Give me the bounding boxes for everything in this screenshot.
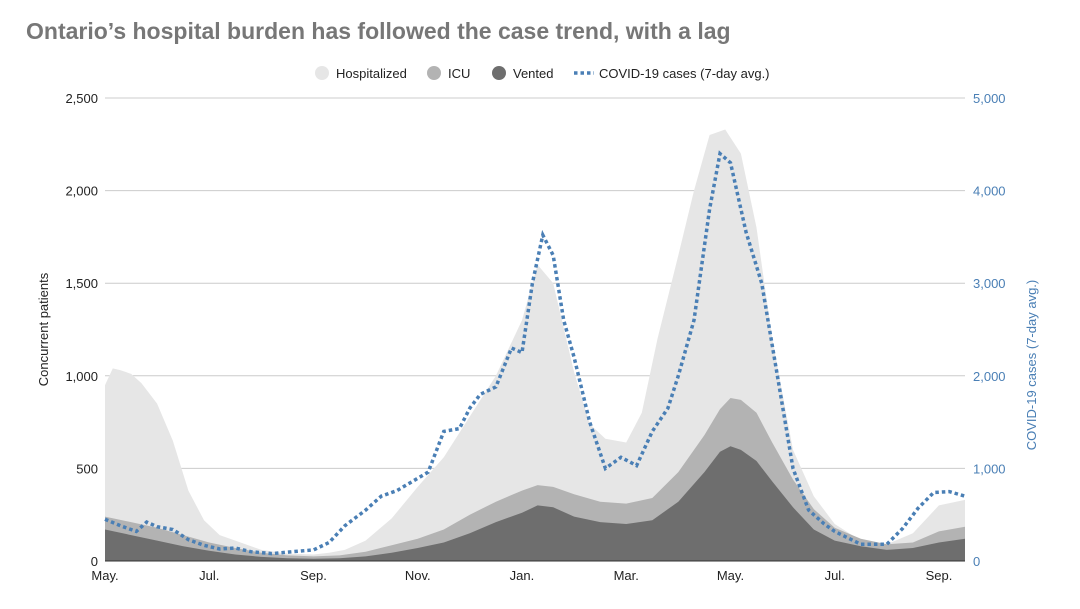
x-tick-label: Mar. xyxy=(614,568,639,583)
y-tick-label: 500 xyxy=(76,461,98,476)
line-series xyxy=(104,150,966,556)
y2-tick-label: 3,000 xyxy=(973,276,1006,291)
chart-title: Ontario’s hospital burden has followed t… xyxy=(26,18,731,44)
line-covid-cases xyxy=(104,150,966,556)
x-tick-label: Jul. xyxy=(825,568,845,583)
y2-tick-label: 1,000 xyxy=(973,461,1006,476)
x-tick-label: Jan. xyxy=(510,568,535,583)
y2-tick-label: 2,000 xyxy=(973,369,1006,384)
y2-axis-title: COVID-19 cases (7-day avg.) xyxy=(1024,280,1039,451)
axes: 0 500 1,000 1,500 2,000 2,500 0 1,000 2,000 3,000… xyxy=(36,91,1039,583)
legend-vented-label: Vented xyxy=(513,66,554,81)
y-tick-label: 1,500 xyxy=(65,276,98,291)
area-vented xyxy=(105,446,965,561)
x-tick-label: May. xyxy=(717,568,744,583)
x-tick-label: Nov. xyxy=(405,568,431,583)
y-tick-label: 1,000 xyxy=(65,369,98,384)
legend-hospitalized-label: Hospitalized xyxy=(336,66,407,81)
legend[interactable]: Hospitalized ICU Vented COVID-19 cases (7-d… xyxy=(315,66,770,81)
x-tick-label: Sep. xyxy=(300,568,327,583)
y2-tick-label: 5,000 xyxy=(973,91,1006,106)
area-series xyxy=(105,129,965,561)
legend-icu-label: ICU xyxy=(448,66,470,81)
y2-tick-label: 0 xyxy=(973,554,980,569)
legend-hospitalized-swatch xyxy=(315,66,329,80)
legend-vented-swatch xyxy=(492,66,506,80)
y2-tick-label: 4,000 xyxy=(973,184,1006,199)
x-tick-label: Sep. xyxy=(926,568,953,583)
legend-cases-label: COVID-19 cases (7-day avg.) xyxy=(599,66,770,81)
y-tick-label: 0 xyxy=(91,554,98,569)
x-tick-label: May. xyxy=(91,568,118,583)
y-tick-label: 2,500 xyxy=(65,91,98,106)
legend-icu-swatch xyxy=(427,66,441,80)
x-tick-label: Jul. xyxy=(199,568,219,583)
y-tick-label: 2,000 xyxy=(65,184,98,199)
y-axis-title: Concurrent patients xyxy=(36,272,51,386)
